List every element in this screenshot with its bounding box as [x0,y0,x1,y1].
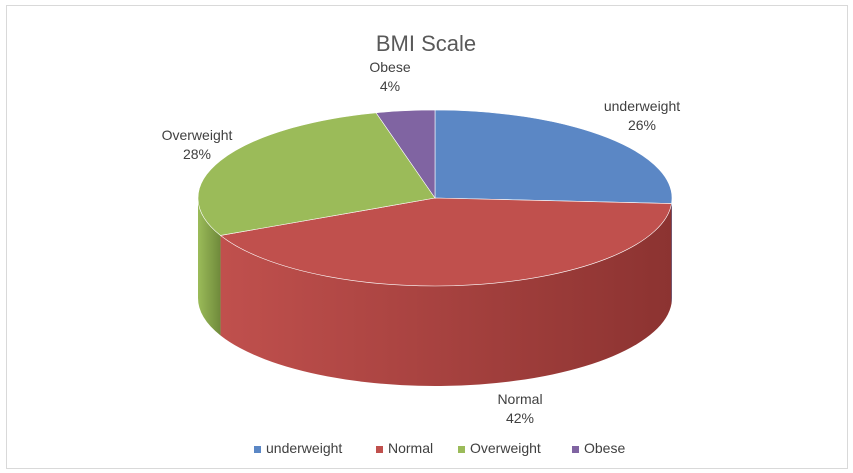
data-label-name-overweight: Overweight [162,127,233,143]
chart-title: BMI Scale [376,31,476,56]
legend-label-underweight: underweight [266,440,342,456]
legend-swatch-normal [376,446,383,453]
data-label-name-normal: Normal [497,391,542,407]
data-label-value-underweight: 26% [628,117,656,133]
data-label-name-obese: Obese [369,59,410,75]
legend-swatch-underweight [254,446,261,453]
data-label-name-underweight: underweight [604,98,680,114]
data-label-value-overweight: 28% [183,146,211,162]
legend-label-obese: Obese [584,440,625,456]
legend-swatch-overweight [458,446,465,453]
legend-swatch-obese [572,446,579,453]
legend-label-normal: Normal [388,440,433,456]
data-label-value-obese: 4% [380,78,400,94]
legend: underweight Normal Overweight Obese [254,440,625,456]
pie-tops [198,110,672,286]
legend-label-overweight: Overweight [470,440,541,456]
data-label-value-normal: 42% [506,410,534,426]
